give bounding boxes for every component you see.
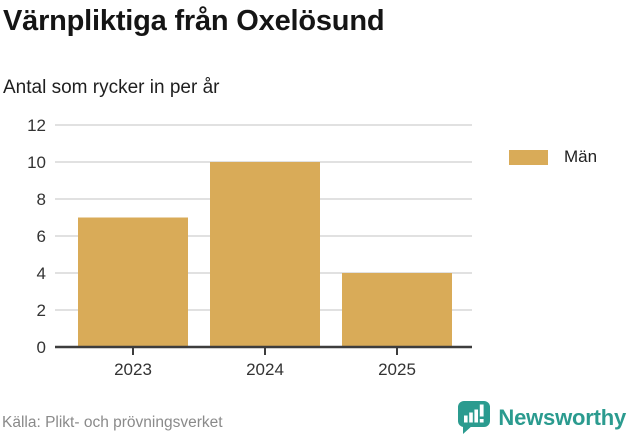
x-tick-label-2025: 2025	[378, 360, 416, 379]
x-tick-label-2023: 2023	[114, 360, 152, 379]
y-tick-label-8: 8	[37, 190, 46, 209]
newsworthy-logo-text: Newsworthy	[498, 404, 626, 430]
newsworthy-logo[interactable]: Newsworthy	[456, 400, 626, 435]
y-tick-label-4: 4	[37, 264, 46, 283]
newsworthy-logo-icon	[458, 401, 491, 434]
bar-2024	[210, 162, 320, 347]
legend-label-man: Män	[564, 147, 598, 166]
y-tick-label-0: 0	[37, 338, 46, 357]
y-tick-label-12: 12	[27, 116, 46, 135]
y-tick-label-10: 10	[27, 153, 46, 172]
source-caption: Källa: Plikt- och prövningsverket	[2, 414, 223, 431]
x-tick-label-2024: 2024	[246, 360, 284, 379]
chart-legend: Män	[509, 147, 597, 167]
y-tick-label-6: 6	[37, 227, 46, 246]
page-title: Värnpliktiga från Oxelösund	[3, 5, 385, 37]
chart-subtitle: Antal som rycker in per år	[3, 77, 220, 98]
y-tick-label-2: 2	[37, 301, 46, 320]
legend-swatch-man	[509, 149, 548, 165]
bar-2023	[78, 217, 188, 347]
bar-2025	[342, 273, 452, 347]
